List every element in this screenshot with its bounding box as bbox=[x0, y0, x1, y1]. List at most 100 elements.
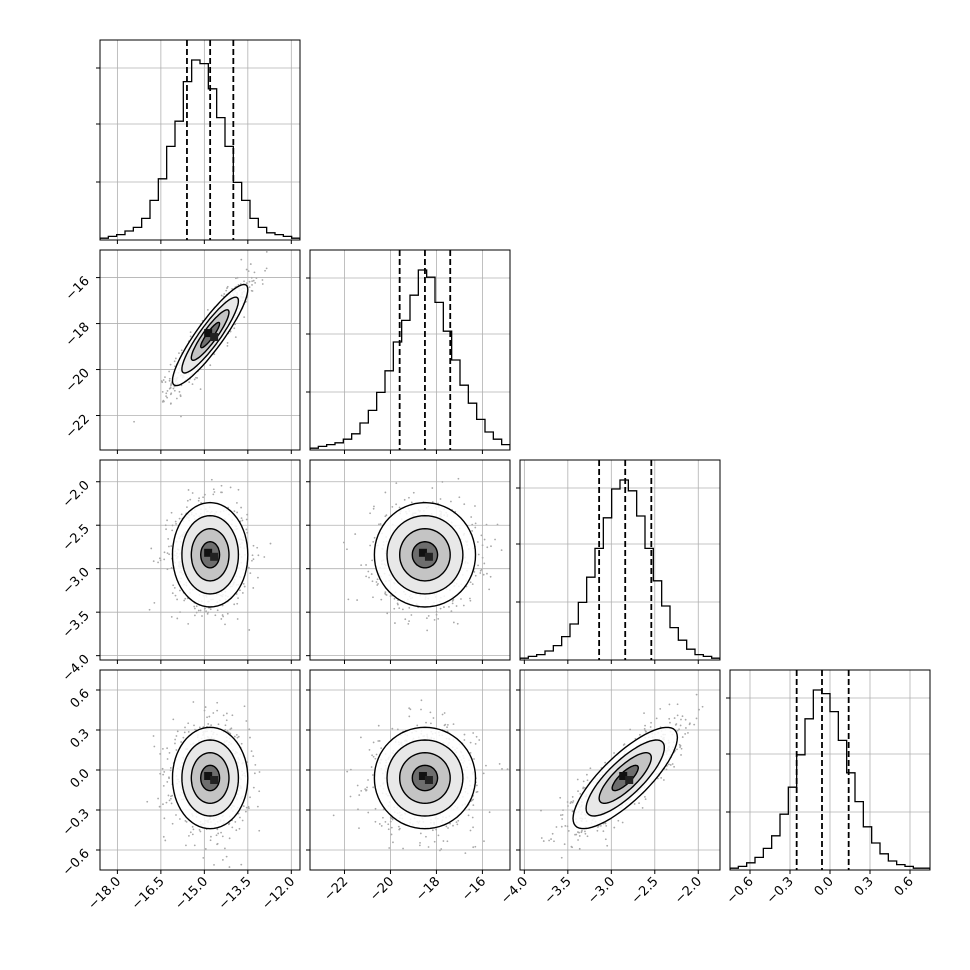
scatter-point bbox=[358, 827, 360, 829]
scatter-point bbox=[163, 400, 165, 403]
scatter-point bbox=[462, 604, 465, 607]
scatter-point bbox=[246, 513, 249, 516]
scatter-point bbox=[235, 277, 237, 280]
scatter-point bbox=[375, 581, 378, 583]
scatter-point bbox=[410, 501, 413, 504]
scatter-point bbox=[196, 377, 199, 379]
scatter-point bbox=[247, 566, 250, 569]
scatter-point bbox=[165, 392, 168, 395]
scatter-point bbox=[387, 823, 390, 826]
scatter-point bbox=[152, 735, 155, 737]
scatter-point bbox=[172, 718, 175, 721]
scatter-point bbox=[452, 598, 455, 601]
scatter-point bbox=[201, 615, 203, 617]
scatter-point bbox=[456, 823, 459, 826]
scatter-point bbox=[567, 805, 569, 807]
scatter-point bbox=[451, 602, 454, 605]
scatter-point bbox=[187, 622, 190, 625]
scatter-point bbox=[183, 599, 186, 602]
scatter-point bbox=[676, 729, 679, 732]
scatter-point bbox=[471, 523, 474, 526]
scatter-point bbox=[174, 738, 177, 741]
scatter-point bbox=[170, 802, 173, 805]
scatter-point bbox=[572, 800, 575, 802]
scatter-point bbox=[178, 390, 181, 393]
scatter-point bbox=[390, 833, 393, 836]
scatter-point bbox=[367, 811, 370, 814]
scatter-point bbox=[199, 830, 202, 833]
scatter-point bbox=[210, 835, 212, 838]
scatter-point bbox=[237, 812, 240, 815]
scatter-point bbox=[248, 286, 251, 289]
scatter-point bbox=[237, 597, 239, 600]
scatter-point bbox=[236, 602, 239, 605]
scatter-point bbox=[169, 767, 172, 769]
scatter-point bbox=[457, 477, 460, 480]
scatter-point bbox=[207, 611, 210, 614]
scatter-point bbox=[238, 827, 241, 830]
scatter-point bbox=[420, 699, 423, 702]
scatter-point bbox=[248, 728, 251, 731]
scatter-point bbox=[204, 607, 206, 610]
scatter-point bbox=[212, 488, 215, 491]
scatter-point bbox=[261, 279, 264, 281]
scatter-point bbox=[213, 863, 215, 866]
panel-frame bbox=[99, 249, 301, 451]
scatter-point bbox=[360, 564, 363, 566]
scatter-point bbox=[346, 548, 348, 551]
scatter-point bbox=[204, 706, 207, 708]
scatter-point bbox=[407, 622, 410, 625]
scatter-point bbox=[486, 572, 488, 575]
scatter-point bbox=[251, 284, 253, 286]
scatter-point bbox=[427, 846, 430, 848]
scatter-point bbox=[489, 575, 492, 578]
scatter-point bbox=[439, 849, 441, 852]
scatter-point bbox=[212, 493, 215, 496]
scatter-point bbox=[582, 780, 585, 783]
scatter-point bbox=[168, 387, 171, 390]
scatter-point bbox=[360, 736, 362, 739]
scatter-point bbox=[396, 728, 399, 731]
scatter-point bbox=[483, 538, 486, 541]
scatter-point bbox=[207, 723, 210, 725]
scatter-point bbox=[409, 708, 412, 711]
scatter-point bbox=[220, 484, 223, 487]
scatter-point bbox=[221, 859, 224, 861]
scatter-point bbox=[265, 251, 268, 253]
scatter-point bbox=[171, 529, 174, 532]
scatter-point bbox=[168, 370, 171, 373]
scatter-point bbox=[199, 609, 202, 612]
scatter-point bbox=[239, 816, 241, 819]
scatter-point bbox=[188, 381, 191, 383]
scatter-point bbox=[243, 585, 246, 588]
scatter-point bbox=[241, 592, 244, 594]
scatter-point bbox=[222, 615, 225, 618]
scatter-point bbox=[419, 841, 421, 844]
scatter-point bbox=[433, 618, 436, 621]
scatter-point bbox=[214, 614, 217, 617]
scatter-point bbox=[165, 801, 168, 804]
scatter-point bbox=[216, 709, 219, 712]
scatter-point bbox=[387, 828, 390, 831]
scatter-point bbox=[172, 387, 175, 390]
scatter-point bbox=[148, 608, 151, 611]
scatter-point bbox=[170, 567, 173, 569]
scatter-point bbox=[372, 774, 374, 776]
scatter-point bbox=[172, 584, 175, 587]
scatter-point bbox=[166, 552, 169, 555]
panel-frame bbox=[519, 459, 721, 661]
scatter-point bbox=[391, 505, 394, 508]
scatter-point bbox=[472, 804, 475, 807]
scatter-point bbox=[669, 721, 671, 724]
scatter-point bbox=[248, 807, 250, 810]
scatter-point bbox=[437, 834, 440, 837]
scatter-point bbox=[176, 598, 178, 601]
scatter-point bbox=[596, 829, 599, 832]
scatter-point bbox=[427, 615, 430, 617]
scatter-point bbox=[182, 736, 185, 739]
scatter-point bbox=[372, 540, 375, 543]
scatter-point bbox=[167, 538, 170, 540]
scatter-point bbox=[231, 826, 234, 829]
panel-2-1 bbox=[310, 460, 510, 660]
scatter-point bbox=[251, 290, 254, 292]
